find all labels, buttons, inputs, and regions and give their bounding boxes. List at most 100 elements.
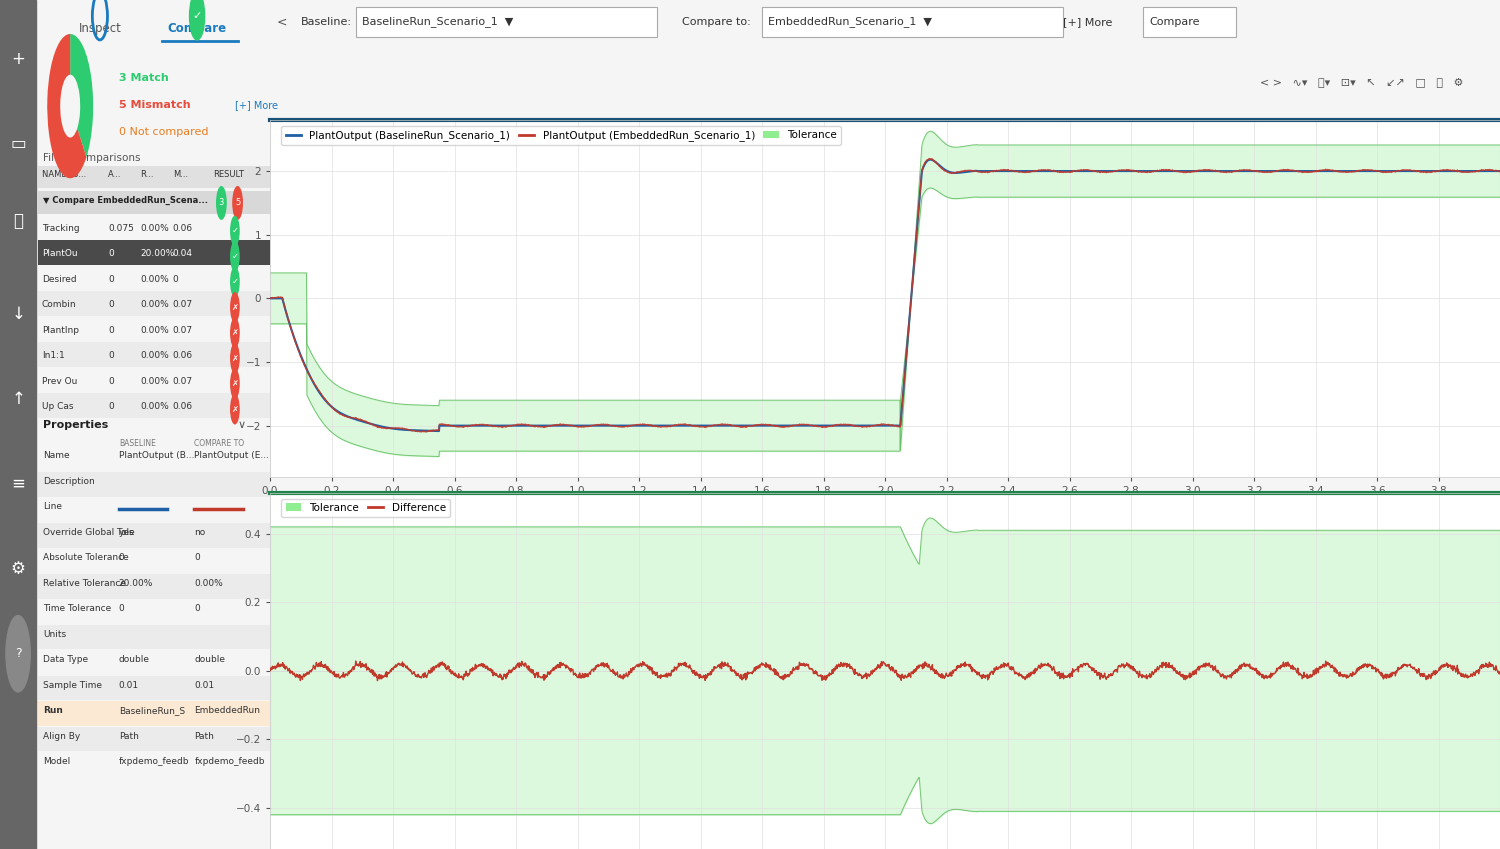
Text: 3: 3: [219, 199, 224, 207]
Circle shape: [230, 292, 240, 323]
Text: ∨: ∨: [237, 420, 246, 430]
Circle shape: [230, 241, 240, 272]
Text: no: no: [195, 528, 206, 537]
Text: 0.06: 0.06: [172, 224, 194, 233]
Text: 0.06: 0.06: [172, 351, 194, 360]
Text: EmbeddedRun_Scenario_1  ▼: EmbeddedRun_Scenario_1 ▼: [768, 17, 932, 27]
Text: Path: Path: [118, 732, 138, 740]
Text: 0.04: 0.04: [172, 250, 194, 258]
Wedge shape: [48, 34, 87, 178]
Text: Align By: Align By: [44, 732, 81, 740]
Bar: [38, 266, 270, 290]
Bar: [38, 574, 270, 599]
Bar: [38, 752, 270, 777]
Bar: [762, 7, 1064, 37]
Text: Time Tolerance: Time Tolerance: [44, 604, 111, 613]
Circle shape: [230, 216, 240, 246]
Text: Data Type: Data Type: [44, 655, 88, 664]
Text: BaselineRun_S: BaselineRun_S: [118, 706, 184, 715]
Bar: [38, 523, 270, 548]
Bar: [38, 166, 270, 188]
Text: Absolute Tolerance: Absolute Tolerance: [44, 554, 129, 562]
Text: PlantOutput (E...: PlantOutput (E...: [195, 452, 270, 460]
Text: ≡: ≡: [10, 475, 26, 493]
Circle shape: [230, 318, 240, 348]
Text: ?: ?: [15, 647, 21, 661]
Text: Combin: Combin: [42, 301, 76, 309]
Text: 0.06: 0.06: [172, 402, 194, 411]
Bar: [38, 498, 270, 522]
Text: 0 Not compared: 0 Not compared: [118, 127, 208, 137]
Bar: [0, 0, 36, 849]
Text: < >   ∿▾   🔍▾   ⊡▾   ↖   ↙↗   □   📷   ⚙: < > ∿▾ 🔍▾ ⊡▾ ↖ ↙↗ □ 📷 ⚙: [1260, 77, 1462, 87]
Circle shape: [230, 343, 240, 374]
Text: EmbeddedRun: EmbeddedRun: [195, 706, 261, 715]
Text: 0: 0: [195, 604, 200, 613]
Text: 0: 0: [108, 351, 114, 360]
Text: Path: Path: [195, 732, 214, 740]
Text: COMPARE TO: COMPARE TO: [195, 439, 244, 447]
Text: ✗: ✗: [231, 329, 238, 337]
Circle shape: [230, 267, 240, 297]
Bar: [1143, 7, 1236, 37]
Text: 0.00%: 0.00%: [141, 402, 170, 411]
Text: Tracking: Tracking: [42, 224, 80, 233]
Bar: [38, 368, 270, 392]
Text: 0.00%: 0.00%: [195, 579, 223, 588]
Text: 0: 0: [108, 326, 114, 335]
Text: 0: 0: [108, 250, 114, 258]
Text: 0: 0: [172, 275, 178, 284]
Wedge shape: [70, 34, 93, 157]
Bar: [38, 472, 270, 497]
Text: 0.075: 0.075: [108, 224, 134, 233]
Legend: PlantOutput (BaselineRun_Scenario_1), PlantOutput (EmbeddedRun_Scenario_1), Tole: PlantOutput (BaselineRun_Scenario_1), Pl…: [282, 126, 842, 145]
Text: ↑: ↑: [10, 390, 26, 408]
Bar: [38, 240, 270, 265]
Text: RESULT: RESULT: [213, 171, 244, 179]
Text: ▼ Compare EmbeddedRun_Scena...: ▼ Compare EmbeddedRun_Scena...: [44, 196, 209, 205]
Bar: [38, 599, 270, 624]
Text: ↓: ↓: [10, 305, 26, 323]
Text: ✗: ✗: [231, 380, 238, 388]
Legend: Tolerance, Difference: Tolerance, Difference: [282, 498, 450, 517]
Circle shape: [216, 186, 226, 220]
Text: ✗: ✗: [231, 303, 238, 312]
Text: 0.00%: 0.00%: [141, 326, 170, 335]
Text: 3 Match: 3 Match: [118, 73, 168, 82]
Text: BASELINE: BASELINE: [118, 439, 156, 447]
Text: fxpdemo_feedb: fxpdemo_feedb: [195, 757, 266, 766]
Text: 0.01: 0.01: [195, 681, 214, 689]
Text: ⚙: ⚙: [10, 559, 26, 578]
Text: Description: Description: [44, 477, 94, 486]
Text: 0: 0: [118, 604, 124, 613]
Bar: [38, 317, 270, 341]
Text: Filter Comparisons: Filter Comparisons: [44, 154, 141, 163]
Text: [+] More: [+] More: [236, 100, 278, 110]
Text: +: +: [10, 50, 26, 69]
Text: 0: 0: [118, 554, 124, 562]
Text: Run: Run: [44, 706, 63, 715]
Circle shape: [230, 394, 240, 424]
Bar: [38, 676, 270, 700]
Text: NAME (B...: NAME (B...: [42, 171, 86, 179]
Text: PlantInp: PlantInp: [42, 326, 80, 335]
Text: 20.00%: 20.00%: [118, 579, 153, 588]
Text: In1:1: In1:1: [42, 351, 64, 360]
Circle shape: [232, 186, 243, 220]
Text: ▭: ▭: [10, 135, 26, 154]
Text: yes: yes: [118, 528, 135, 537]
Text: double: double: [195, 655, 225, 664]
Text: 0.07: 0.07: [172, 326, 194, 335]
Text: 0.00%: 0.00%: [141, 224, 170, 233]
Bar: [38, 548, 270, 573]
Text: double: double: [118, 655, 150, 664]
Bar: [356, 7, 657, 37]
Text: A...: A...: [108, 171, 122, 179]
Circle shape: [230, 368, 240, 399]
Text: Units: Units: [44, 630, 66, 638]
Circle shape: [6, 616, 30, 692]
Text: ✓: ✓: [231, 278, 238, 286]
Text: 0: 0: [108, 301, 114, 309]
Text: 0.07: 0.07: [172, 377, 194, 385]
Text: PlantOu: PlantOu: [42, 250, 78, 258]
